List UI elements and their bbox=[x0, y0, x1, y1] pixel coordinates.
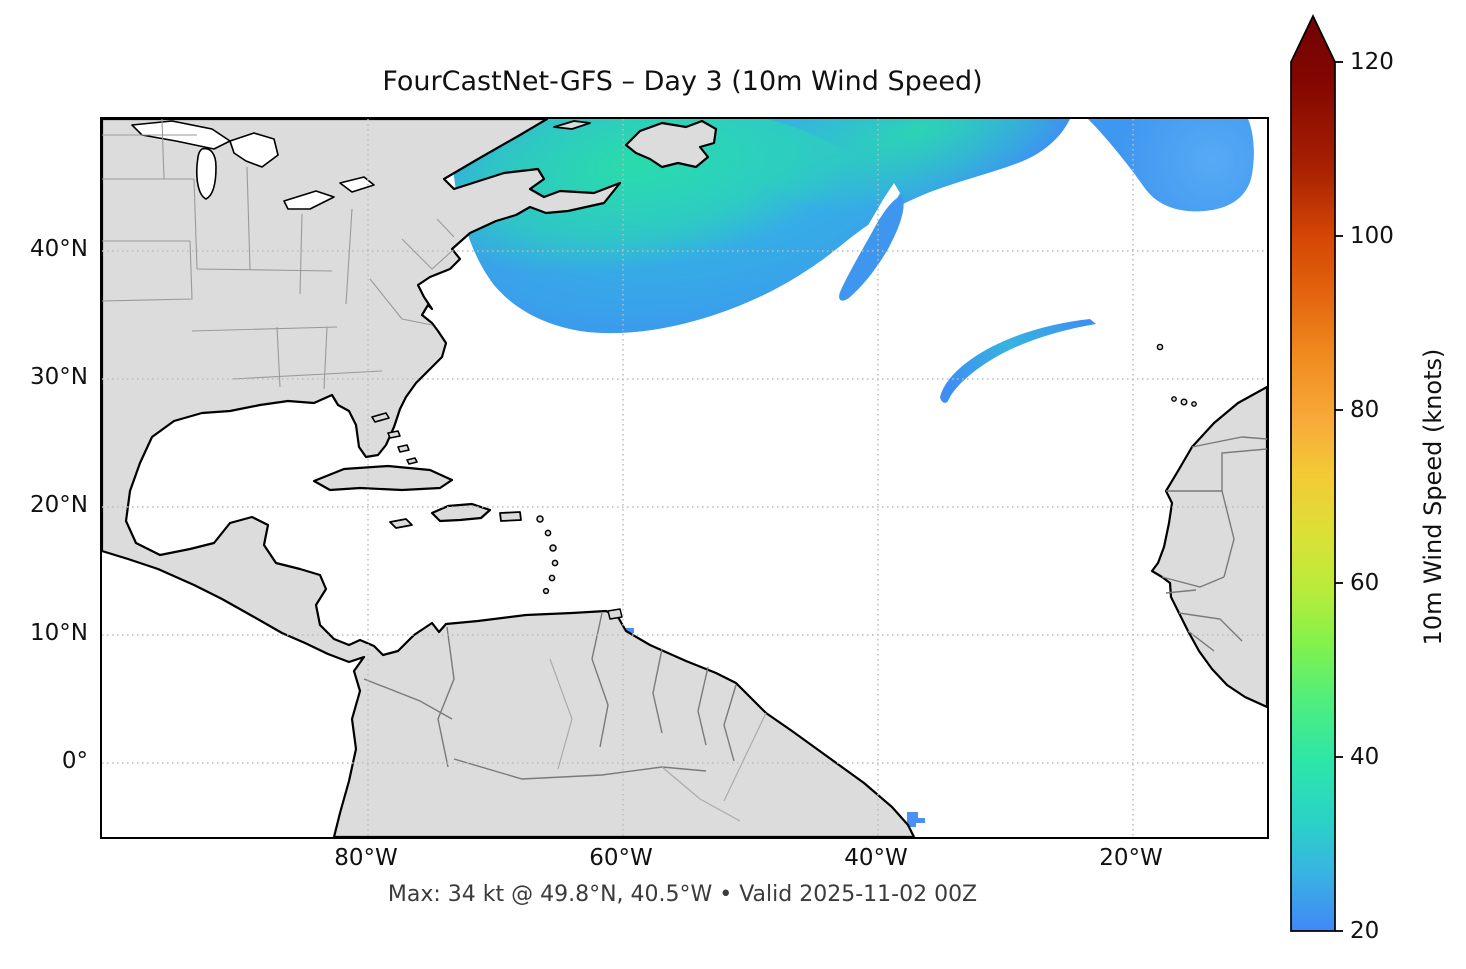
islands-canary-madeira bbox=[1156, 343, 1197, 407]
state-borders bbox=[102, 119, 455, 390]
y-tick-30n: 30°N bbox=[30, 364, 88, 390]
colorbar-bar bbox=[1290, 14, 1336, 932]
map-canvas bbox=[102, 119, 1267, 837]
wind-speck-caribbean bbox=[622, 628, 634, 633]
map-plot bbox=[100, 117, 1269, 839]
rivers bbox=[549, 658, 767, 822]
cbar-tick-100: 100 bbox=[1350, 223, 1394, 249]
colorbar-ticks bbox=[1335, 61, 1343, 932]
island-jamaica bbox=[389, 518, 413, 529]
great-lakes bbox=[131, 120, 375, 210]
wind-swath-notch bbox=[833, 183, 900, 299]
wind-band-central bbox=[940, 319, 1096, 403]
y-tick-0: 0° bbox=[61, 748, 88, 774]
island-anticosti bbox=[553, 120, 591, 130]
x-tick-60w: 60°W bbox=[589, 845, 653, 871]
cbar-tick-120: 120 bbox=[1350, 49, 1394, 75]
island-newfoundland bbox=[624, 119, 718, 169]
country-borders bbox=[363, 436, 1267, 780]
figure-caption: Max: 34 kt @ 49.8°N, 40.5°W • Valid 2025… bbox=[387, 882, 978, 907]
wind-speck-brazil bbox=[907, 812, 925, 827]
cbar-tick-40: 40 bbox=[1350, 744, 1380, 770]
cbar-tick-20: 20 bbox=[1350, 918, 1380, 944]
y-tick-10n: 10°N bbox=[30, 620, 88, 646]
islands-bahamas bbox=[371, 412, 418, 465]
x-tick-40w: 40°W bbox=[844, 845, 908, 871]
x-tick-80w: 80°W bbox=[334, 845, 398, 871]
wind-patch-ne-shading bbox=[1088, 119, 1254, 212]
islands-lesser-antilles bbox=[536, 515, 623, 620]
landmass-africa bbox=[1150, 385, 1267, 709]
landmass-americas bbox=[102, 119, 916, 837]
y-tick-40n: 40°N bbox=[30, 236, 88, 262]
cbar-tick-60: 60 bbox=[1350, 570, 1380, 596]
coastlines bbox=[102, 119, 1267, 837]
x-tick-20w: 20°W bbox=[1099, 845, 1163, 871]
wind-swath-hook bbox=[839, 195, 904, 301]
island-hispaniola bbox=[430, 502, 492, 523]
cbar-tick-80: 80 bbox=[1350, 397, 1380, 423]
gridlines bbox=[102, 119, 1267, 837]
island-cuba bbox=[312, 464, 454, 492]
island-puerto-rico bbox=[499, 511, 522, 522]
y-tick-20n: 20°N bbox=[30, 492, 88, 518]
figure-title: FourCastNet-GFS – Day 3 (10m Wind Speed) bbox=[382, 66, 983, 97]
colorbar bbox=[1290, 14, 1343, 932]
